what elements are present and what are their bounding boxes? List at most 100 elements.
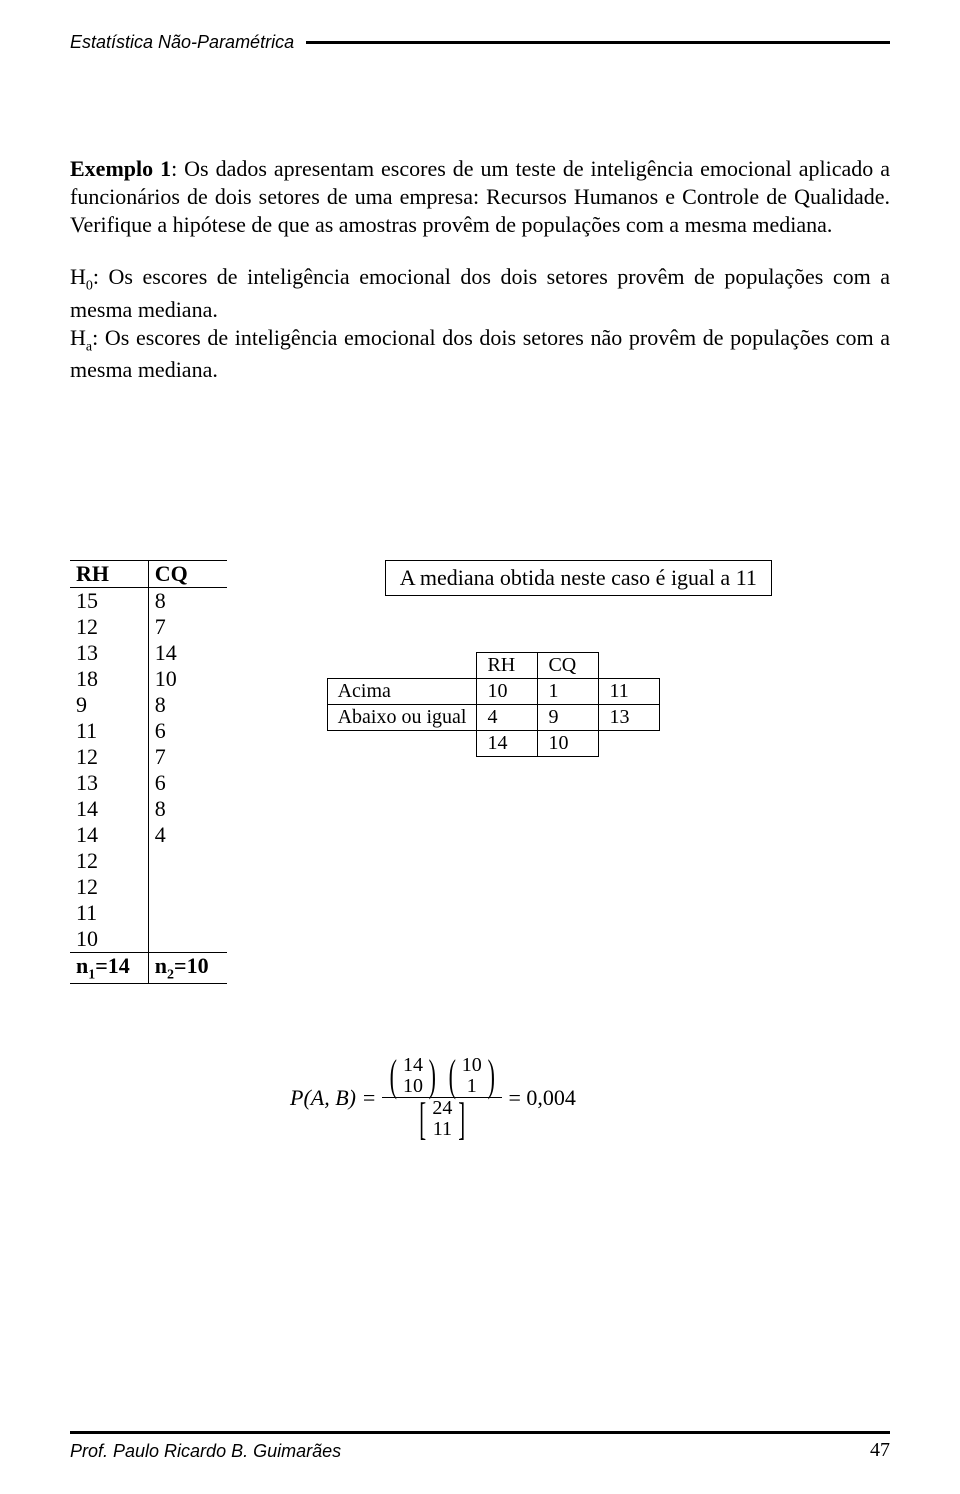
ct-above-rh: 10 (477, 679, 538, 705)
lower-region: RH CQ 1581271314181098116127136148144121… (70, 560, 890, 984)
formula-denominator: [ 24 11 ] (411, 1098, 474, 1140)
ct-total-cq: 10 (538, 731, 599, 757)
binom-2: ( 10 1 ) (445, 1055, 498, 1097)
b2-top: 10 (462, 1055, 482, 1076)
h0-paragraph: H0: Os escores de inteligência emocional… (70, 263, 890, 323)
cell-rh: 14 (70, 796, 148, 822)
ct-below-rh: 4 (477, 705, 538, 731)
l-paren-icon-2: ( (449, 1056, 456, 1096)
running-head: Estatística Não-Paramétrica (70, 32, 890, 53)
formula-fraction: ( 14 10 ) ( 10 1 ) (382, 1055, 502, 1140)
n2-cell: n2=10 (148, 953, 226, 984)
table-row: 1314 (70, 640, 227, 666)
table-row: 12 (70, 848, 227, 874)
n1-val: =14 (95, 953, 130, 978)
cell-rh: 11 (70, 900, 148, 926)
ct-above-total: 11 (599, 679, 660, 705)
example-paragraph: Exemplo 1: Os dados apresentam escores d… (70, 155, 890, 239)
col-rh-header: RH (70, 561, 148, 588)
ct-col-rh: RH (477, 653, 538, 679)
ct-row-above-label: Acima (327, 679, 477, 705)
cell-rh: 12 (70, 848, 148, 874)
cell-cq: 10 (148, 666, 226, 692)
ha-paragraph: Ha: Os escores de inteligência emocional… (70, 324, 890, 384)
body-text: Exemplo 1: Os dados apresentam escores d… (70, 155, 890, 408)
table-row: 144 (70, 822, 227, 848)
col-cq-header: CQ (148, 561, 226, 588)
footer: Prof. Paulo Ricardo B. Guimarães 47 (70, 1439, 890, 1462)
running-head-title: Estatística Não-Paramétrica (70, 32, 294, 53)
table-row: 10 (70, 926, 227, 953)
data-table-totals: n1=14 n2=10 (70, 953, 227, 984)
cell-rh: 15 (70, 588, 148, 615)
formula-numerator: ( 14 10 ) ( 10 1 ) (382, 1055, 502, 1097)
ct-below-total: 13 (599, 705, 660, 731)
n2-val: =10 (174, 953, 209, 978)
cell-cq: 4 (148, 822, 226, 848)
cell-cq (148, 874, 226, 900)
den-bot: 11 (433, 1119, 452, 1140)
cell-cq: 8 (148, 588, 226, 615)
data-table-header: RH CQ (70, 561, 227, 588)
cell-rh: 18 (70, 666, 148, 692)
r-bracket-icon: ] (459, 1098, 466, 1139)
contingency-wrap: RH CQ Acima 10 1 11 Abaixo ou igual 4 9 (327, 652, 661, 757)
median-box: A mediana obtida neste caso é igual a 11 (385, 560, 772, 596)
ha-body: : Os escores de inteligência emocional d… (70, 325, 890, 382)
table-row: 127 (70, 744, 227, 770)
ct-above-cq: 1 (538, 679, 599, 705)
ct-blank2 (599, 653, 660, 679)
cell-rh: 14 (70, 822, 148, 848)
cell-cq (148, 900, 226, 926)
n1-cell: n1=14 (70, 953, 148, 984)
cell-rh: 13 (70, 770, 148, 796)
binom-den: [ 24 11 ] (415, 1098, 470, 1140)
n2-label: n (155, 953, 167, 978)
contingency-table: RH CQ Acima 10 1 11 Abaixo ou igual 4 9 (327, 652, 661, 757)
ct-below-cq: 9 (538, 705, 599, 731)
binom-1: ( 14 10 ) (386, 1055, 439, 1097)
h0-H: H (70, 264, 86, 289)
ct-row-below-label: Abaixo ou igual (327, 705, 477, 731)
ct-blank4 (599, 731, 660, 757)
cell-rh: 13 (70, 640, 148, 666)
table-row: 98 (70, 692, 227, 718)
b1-top: 14 (403, 1055, 423, 1076)
cell-cq: 7 (148, 614, 226, 640)
cell-cq: 6 (148, 718, 226, 744)
cell-cq: 8 (148, 692, 226, 718)
cell-cq (148, 848, 226, 874)
right-side: A mediana obtida neste caso é igual a 11… (267, 560, 890, 757)
cell-rh: 9 (70, 692, 148, 718)
cell-rh: 12 (70, 874, 148, 900)
l-bracket-icon: [ (419, 1098, 426, 1139)
table-row: 116 (70, 718, 227, 744)
example-label: Exemplo 1 (70, 156, 171, 181)
footer-author: Prof. Paulo Ricardo B. Guimarães (70, 1441, 341, 1462)
cell-cq: 14 (148, 640, 226, 666)
table-row: 127 (70, 614, 227, 640)
r-paren-icon: ) (429, 1056, 436, 1096)
h0-sub: 0 (86, 279, 93, 294)
b2-bot: 1 (467, 1076, 477, 1097)
ct-blank (327, 653, 477, 679)
data-table: RH CQ 1581271314181098116127136148144121… (70, 560, 227, 984)
ct-blank3 (327, 731, 477, 757)
example-body: : Os dados apresentam escores de um test… (70, 156, 890, 237)
cell-rh: 12 (70, 744, 148, 770)
running-head-rule (306, 41, 890, 44)
cell-cq (148, 926, 226, 953)
probability-formula: P(A, B) = ( 14 10 ) ( 10 (290, 1055, 576, 1140)
cell-rh: 12 (70, 614, 148, 640)
table-row: 148 (70, 796, 227, 822)
cell-rh: 10 (70, 926, 148, 953)
cell-cq: 6 (148, 770, 226, 796)
r-paren-icon-2: ) (487, 1056, 494, 1096)
table-row: 12 (70, 874, 227, 900)
footer-page-number: 47 (870, 1439, 890, 1462)
cell-cq: 8 (148, 796, 226, 822)
table-row: 158 (70, 588, 227, 615)
formula-rhs: = 0,004 (508, 1085, 575, 1111)
cell-rh: 11 (70, 718, 148, 744)
h0-body: : Os escores de inteligência emocional d… (70, 264, 890, 321)
